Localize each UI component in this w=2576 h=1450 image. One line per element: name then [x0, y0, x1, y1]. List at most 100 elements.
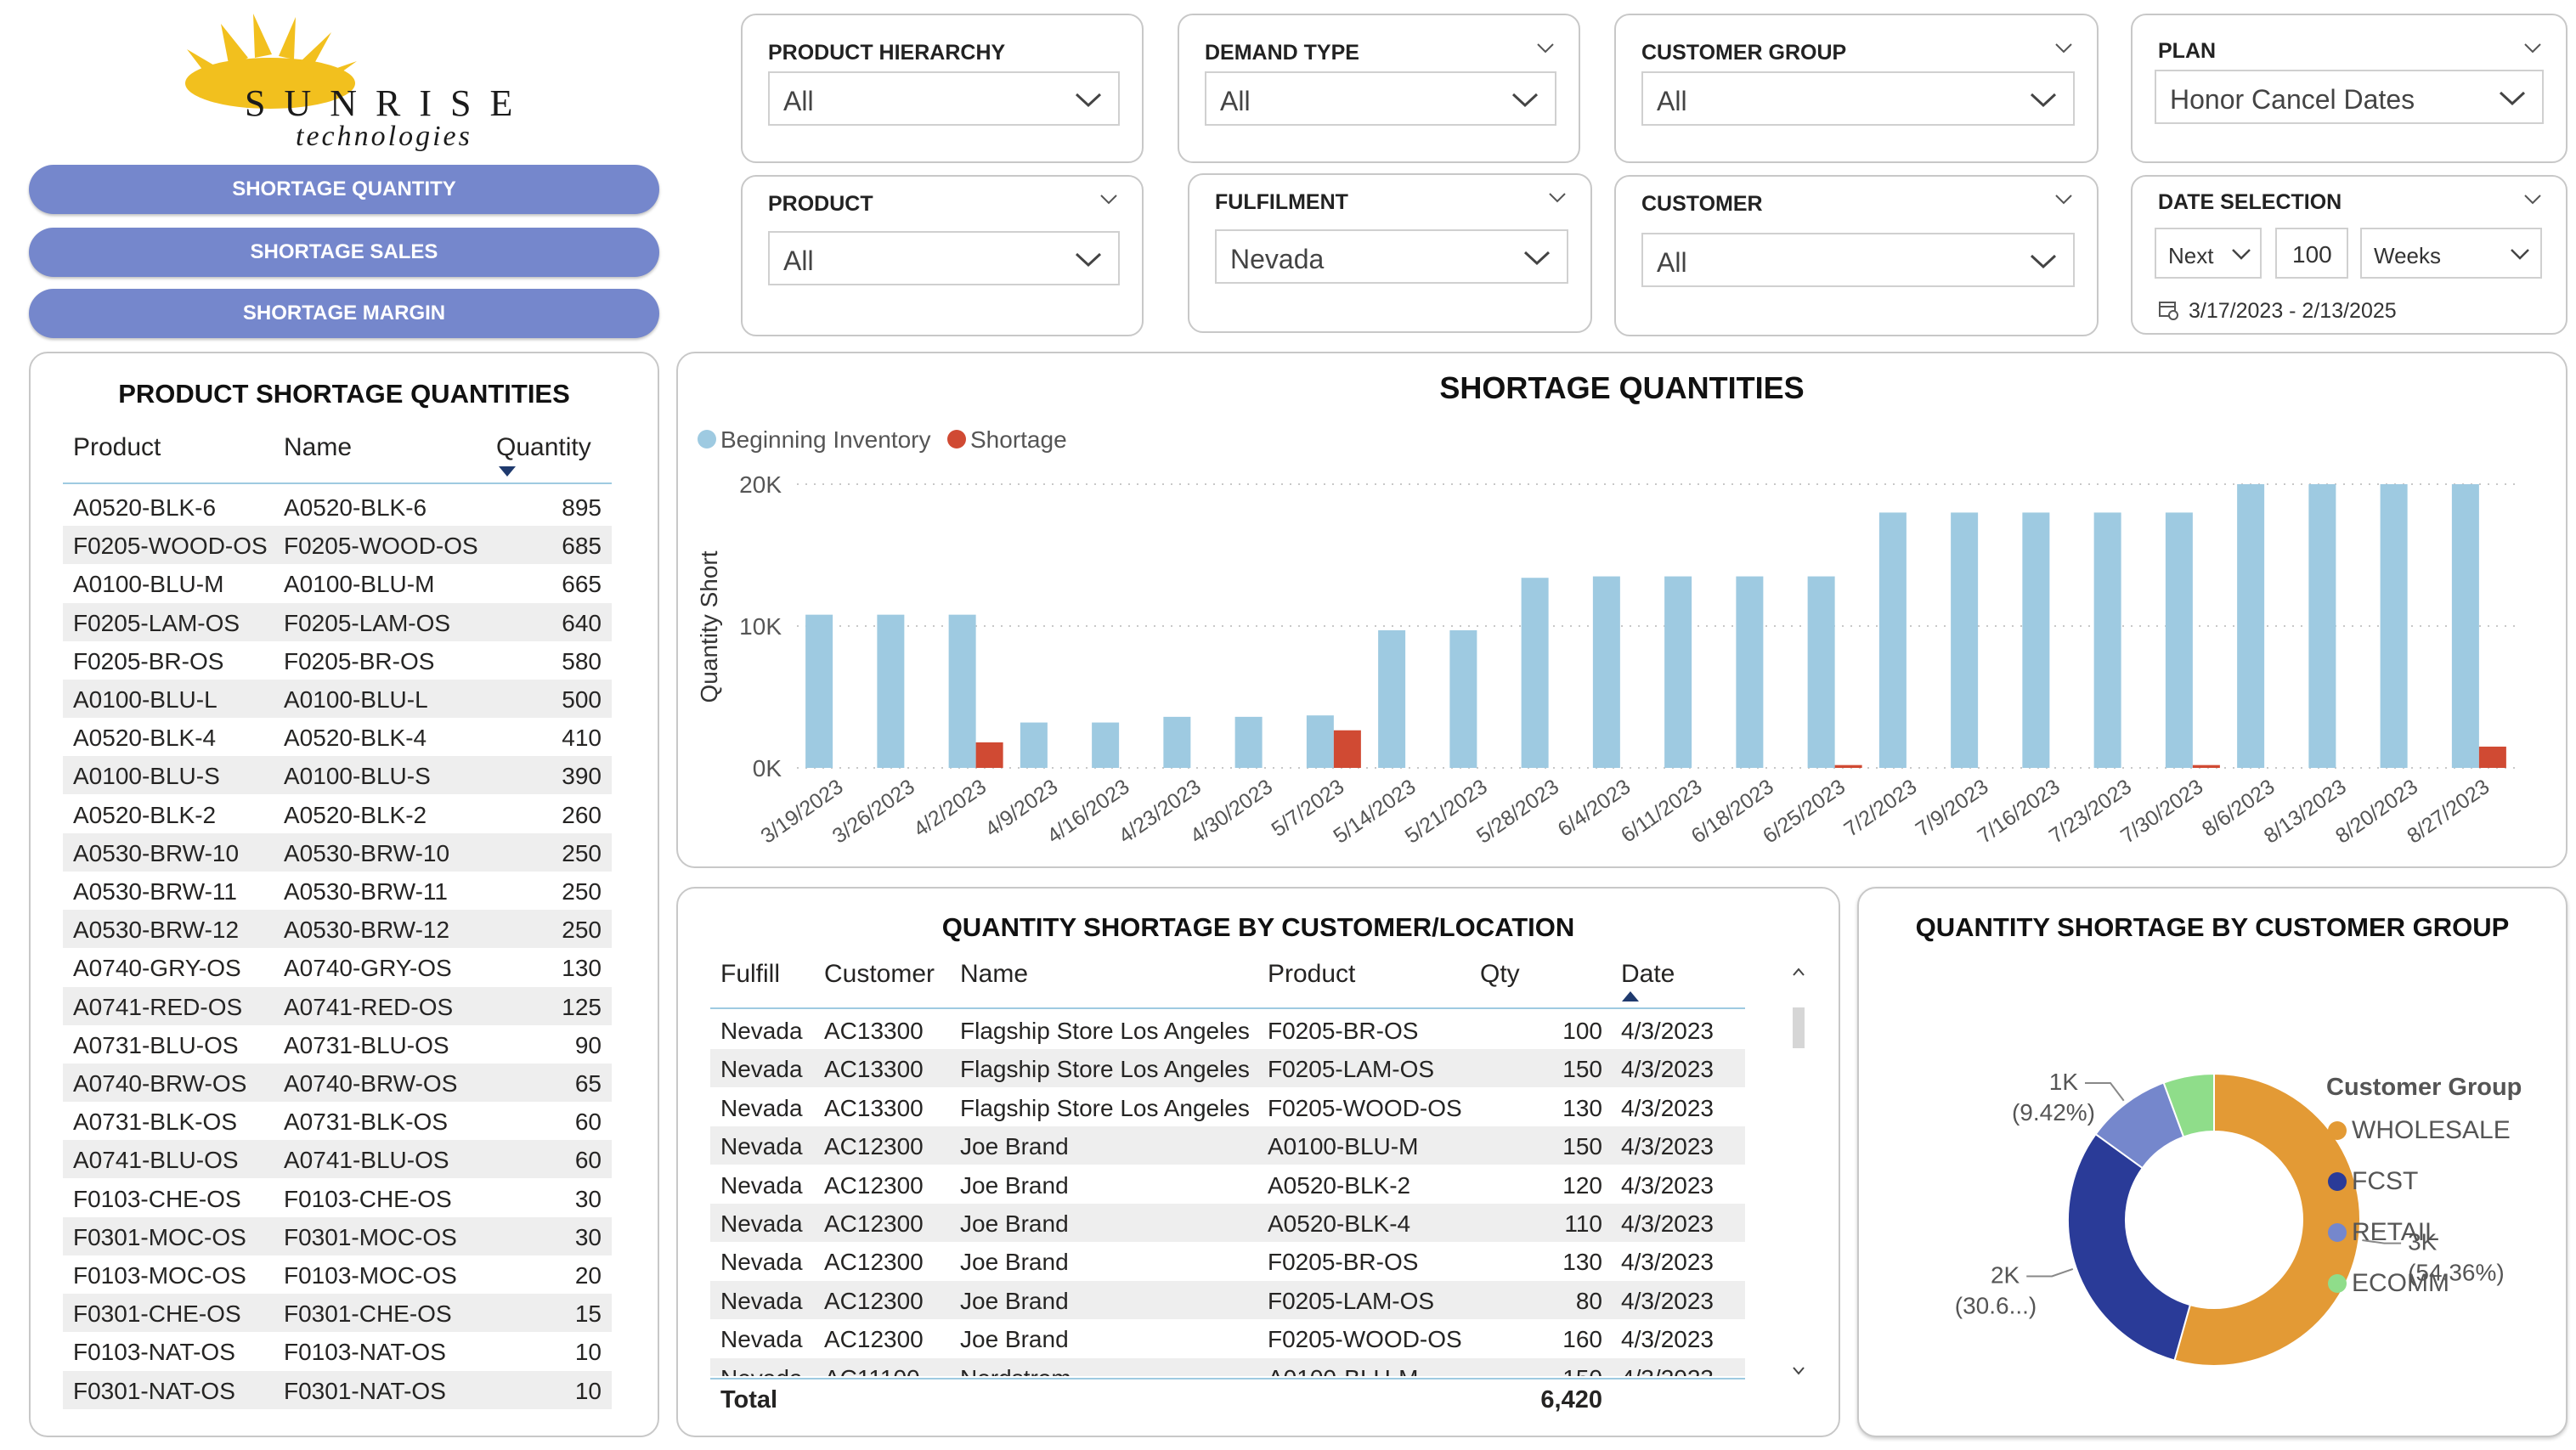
table-row[interactable]: Nevada AC12300 Joe Brand A0520-BLK-2 120 4/3/… [710, 1165, 1745, 1204]
bar-shortage[interactable] [1333, 730, 1361, 768]
product-dropdown[interactable]: All [768, 231, 1120, 285]
chevron-down-icon[interactable] [2523, 39, 2542, 58]
bar-inventory[interactable] [1736, 576, 1764, 768]
table-row[interactable]: A0530-BRW-11 A0530-BRW-11 250 [63, 872, 612, 910]
table-row[interactable]: Nevada AC12300 Joe Brand F0205-BR-OS 130 4/3/… [710, 1242, 1745, 1280]
product-hierarchy-dropdown[interactable]: All [768, 71, 1120, 126]
column-header-name[interactable]: Name [284, 433, 353, 461]
table-row[interactable]: A0741-BLU-OS A0741-BLU-OS 60 [63, 1140, 612, 1179]
table-row[interactable]: F0301-MOC-OS F0301-MOC-OS 30 [63, 1216, 612, 1255]
bar-inventory[interactable] [1592, 576, 1620, 768]
table-row[interactable]: F0205-BR-OS F0205-BR-OS 580 [63, 641, 612, 680]
table-row[interactable]: A0731-BLU-OS A0731-BLU-OS 90 [63, 1025, 612, 1064]
bar-inventory[interactable] [2165, 512, 2193, 768]
table-row[interactable]: A0100-BLU-S A0100-BLU-S 390 [63, 756, 612, 795]
table-row[interactable]: Nevada AC11100 Nordstrom A0100-BLU-M 150 4/3/… [710, 1357, 1745, 1376]
column-header-product[interactable]: Product [1268, 960, 1356, 988]
table-row[interactable]: F0103-CHE-OS F0103-CHE-OS 30 [63, 1179, 612, 1217]
chevron-down-icon[interactable] [2054, 39, 2073, 58]
table-row[interactable]: A0741-RED-OS A0741-RED-OS 125 [63, 986, 612, 1025]
bar-inventory[interactable] [1306, 715, 1334, 768]
bar-inventory[interactable] [1449, 630, 1477, 768]
table-row[interactable]: A0530-BRW-12 A0530-BRW-12 250 [63, 910, 612, 949]
column-header-fulfill[interactable]: Fulfill [720, 960, 781, 988]
donut-slice-wholesale[interactable] [2173, 1072, 2361, 1367]
legend-item-retail[interactable]: RETAIL [2328, 1218, 2439, 1247]
shortage-sales-button[interactable]: SHORTAGE SALES [29, 228, 659, 277]
chevron-down-icon[interactable] [2523, 190, 2542, 209]
table-row[interactable]: A0520-BLK-4 A0520-BLK-4 410 [63, 718, 612, 756]
table-row[interactable]: A0530-BRW-10 A0530-BRW-10 250 [63, 832, 612, 872]
plan-dropdown[interactable]: Honor Cancel Dates [2155, 70, 2544, 124]
scrollbar-thumb[interactable] [1793, 1007, 1805, 1048]
column-header-date[interactable]: Date [1621, 960, 1675, 988]
legend-item-fcst[interactable]: FCST [2328, 1167, 2418, 1196]
donut-slice-fcst[interactable] [2067, 1132, 2192, 1362]
bar-inventory[interactable] [877, 614, 905, 768]
bar-shortage[interactable] [2478, 746, 2506, 768]
table-row[interactable]: Nevada AC12300 Joe Brand A0100-BLU-M 150 4/3/… [710, 1126, 1745, 1165]
legend-item-ecomm[interactable]: ECOMM [2328, 1269, 2449, 1298]
bar-inventory[interactable] [1378, 630, 1406, 768]
chevron-down-icon[interactable] [1099, 190, 1118, 209]
bar-shortage[interactable] [975, 742, 1003, 768]
table-row[interactable]: F0301-CHE-OS F0301-CHE-OS 15 [63, 1294, 612, 1333]
chevron-down-icon[interactable] [1536, 39, 1555, 58]
chevron-down-icon[interactable] [1548, 189, 1567, 207]
column-header-qty[interactable]: Qty [1480, 960, 1520, 988]
table-row[interactable]: F0301-NAT-OS F0301-NAT-OS 10 [63, 1370, 612, 1409]
bar-inventory[interactable] [2380, 484, 2408, 768]
bar-inventory[interactable] [2237, 484, 2265, 768]
bar-inventory[interactable] [1163, 716, 1191, 768]
period-unit-dropdown[interactable]: Weeks [2360, 228, 2542, 279]
bar-inventory[interactable] [1664, 576, 1692, 768]
bar-inventory[interactable] [1951, 512, 1979, 768]
period-count-input[interactable]: 100 [2275, 228, 2348, 279]
column-header-quantity[interactable]: Quantity [496, 433, 591, 461]
scroll-up-icon[interactable] [1792, 967, 1805, 977]
bar-inventory[interactable] [2022, 512, 2050, 768]
table-row[interactable]: A0520-BLK-6 A0520-BLK-6 895 [63, 488, 612, 526]
table-row[interactable]: Nevada AC12300 Joe Brand F0205-WOOD-OS 160 4/… [710, 1319, 1745, 1357]
donut-slice-ecomm[interactable] [2162, 1072, 2215, 1138]
table-row[interactable]: F0103-NAT-OS F0103-NAT-OS 10 [63, 1332, 612, 1370]
table-row[interactable]: A0731-BLK-OS A0731-BLK-OS 60 [63, 1102, 612, 1140]
bar-inventory[interactable] [948, 614, 976, 768]
bar-inventory[interactable] [2451, 484, 2479, 768]
bar-inventory[interactable] [1878, 512, 1907, 768]
column-header-product[interactable]: Product [73, 433, 161, 461]
bar-inventory[interactable] [2093, 512, 2121, 768]
bar-inventory[interactable] [1092, 722, 1120, 768]
column-header-customer[interactable]: Customer [824, 960, 935, 988]
bar-inventory[interactable] [1020, 722, 1048, 768]
column-header-name[interactable]: Name [960, 960, 1029, 988]
shortage-margin-button[interactable]: SHORTAGE MARGIN [29, 289, 659, 338]
bar-inventory[interactable] [1521, 578, 1549, 768]
bar-shortage[interactable] [1834, 764, 1862, 768]
shortage-quantity-button[interactable]: SHORTAGE QUANTITY [29, 165, 659, 214]
scroll-down-icon[interactable] [1792, 1366, 1805, 1376]
table-row[interactable]: F0103-MOC-OS F0103-MOC-OS 20 [63, 1255, 612, 1294]
table-row[interactable]: Nevada AC12300 Joe Brand F0205-LAM-OS 80 4/3/… [710, 1280, 1745, 1319]
table-row[interactable]: Nevada AC13300 Flagship Store Los Angeles F… [710, 1011, 1745, 1049]
bar-inventory[interactable] [2308, 484, 2336, 768]
bar-inventory[interactable] [805, 614, 833, 768]
table-row[interactable]: A0100-BLU-M A0100-BLU-M 665 [63, 564, 612, 602]
table-row[interactable]: A0740-BRW-OS A0740-BRW-OS 65 [63, 1064, 612, 1102]
bar-inventory[interactable] [1807, 576, 1835, 768]
table-row[interactable]: F0205-WOOD-OS F0205-WOOD-OS 685 [63, 526, 612, 565]
fulfilment-dropdown[interactable]: Nevada [1215, 229, 1568, 284]
bar-shortage[interactable] [2192, 764, 2220, 768]
table-row[interactable]: F0205-LAM-OS F0205-LAM-OS 640 [63, 602, 612, 641]
table-row[interactable]: Nevada AC13300 Flagship Store Los Angeles F… [710, 1049, 1745, 1088]
legend-item-wholesale[interactable]: WHOLESALE [2328, 1116, 2511, 1145]
legend-item-1[interactable]: Shortage [947, 426, 1067, 453]
table-row[interactable]: A0520-BLK-2 A0520-BLK-2 260 [63, 795, 612, 833]
table-row[interactable]: Nevada AC12300 Joe Brand A0520-BLK-4 110 4/3/… [710, 1204, 1745, 1242]
customer-group-dropdown[interactable]: All [1641, 71, 2075, 126]
demand-type-dropdown[interactable]: All [1205, 71, 1556, 126]
bar-inventory[interactable] [1234, 716, 1263, 768]
customer-dropdown[interactable]: All [1641, 233, 2075, 287]
table-row[interactable]: A0740-GRY-OS A0740-GRY-OS 130 [63, 948, 612, 986]
table-row[interactable]: A0100-BLU-L A0100-BLU-L 500 [63, 680, 612, 718]
